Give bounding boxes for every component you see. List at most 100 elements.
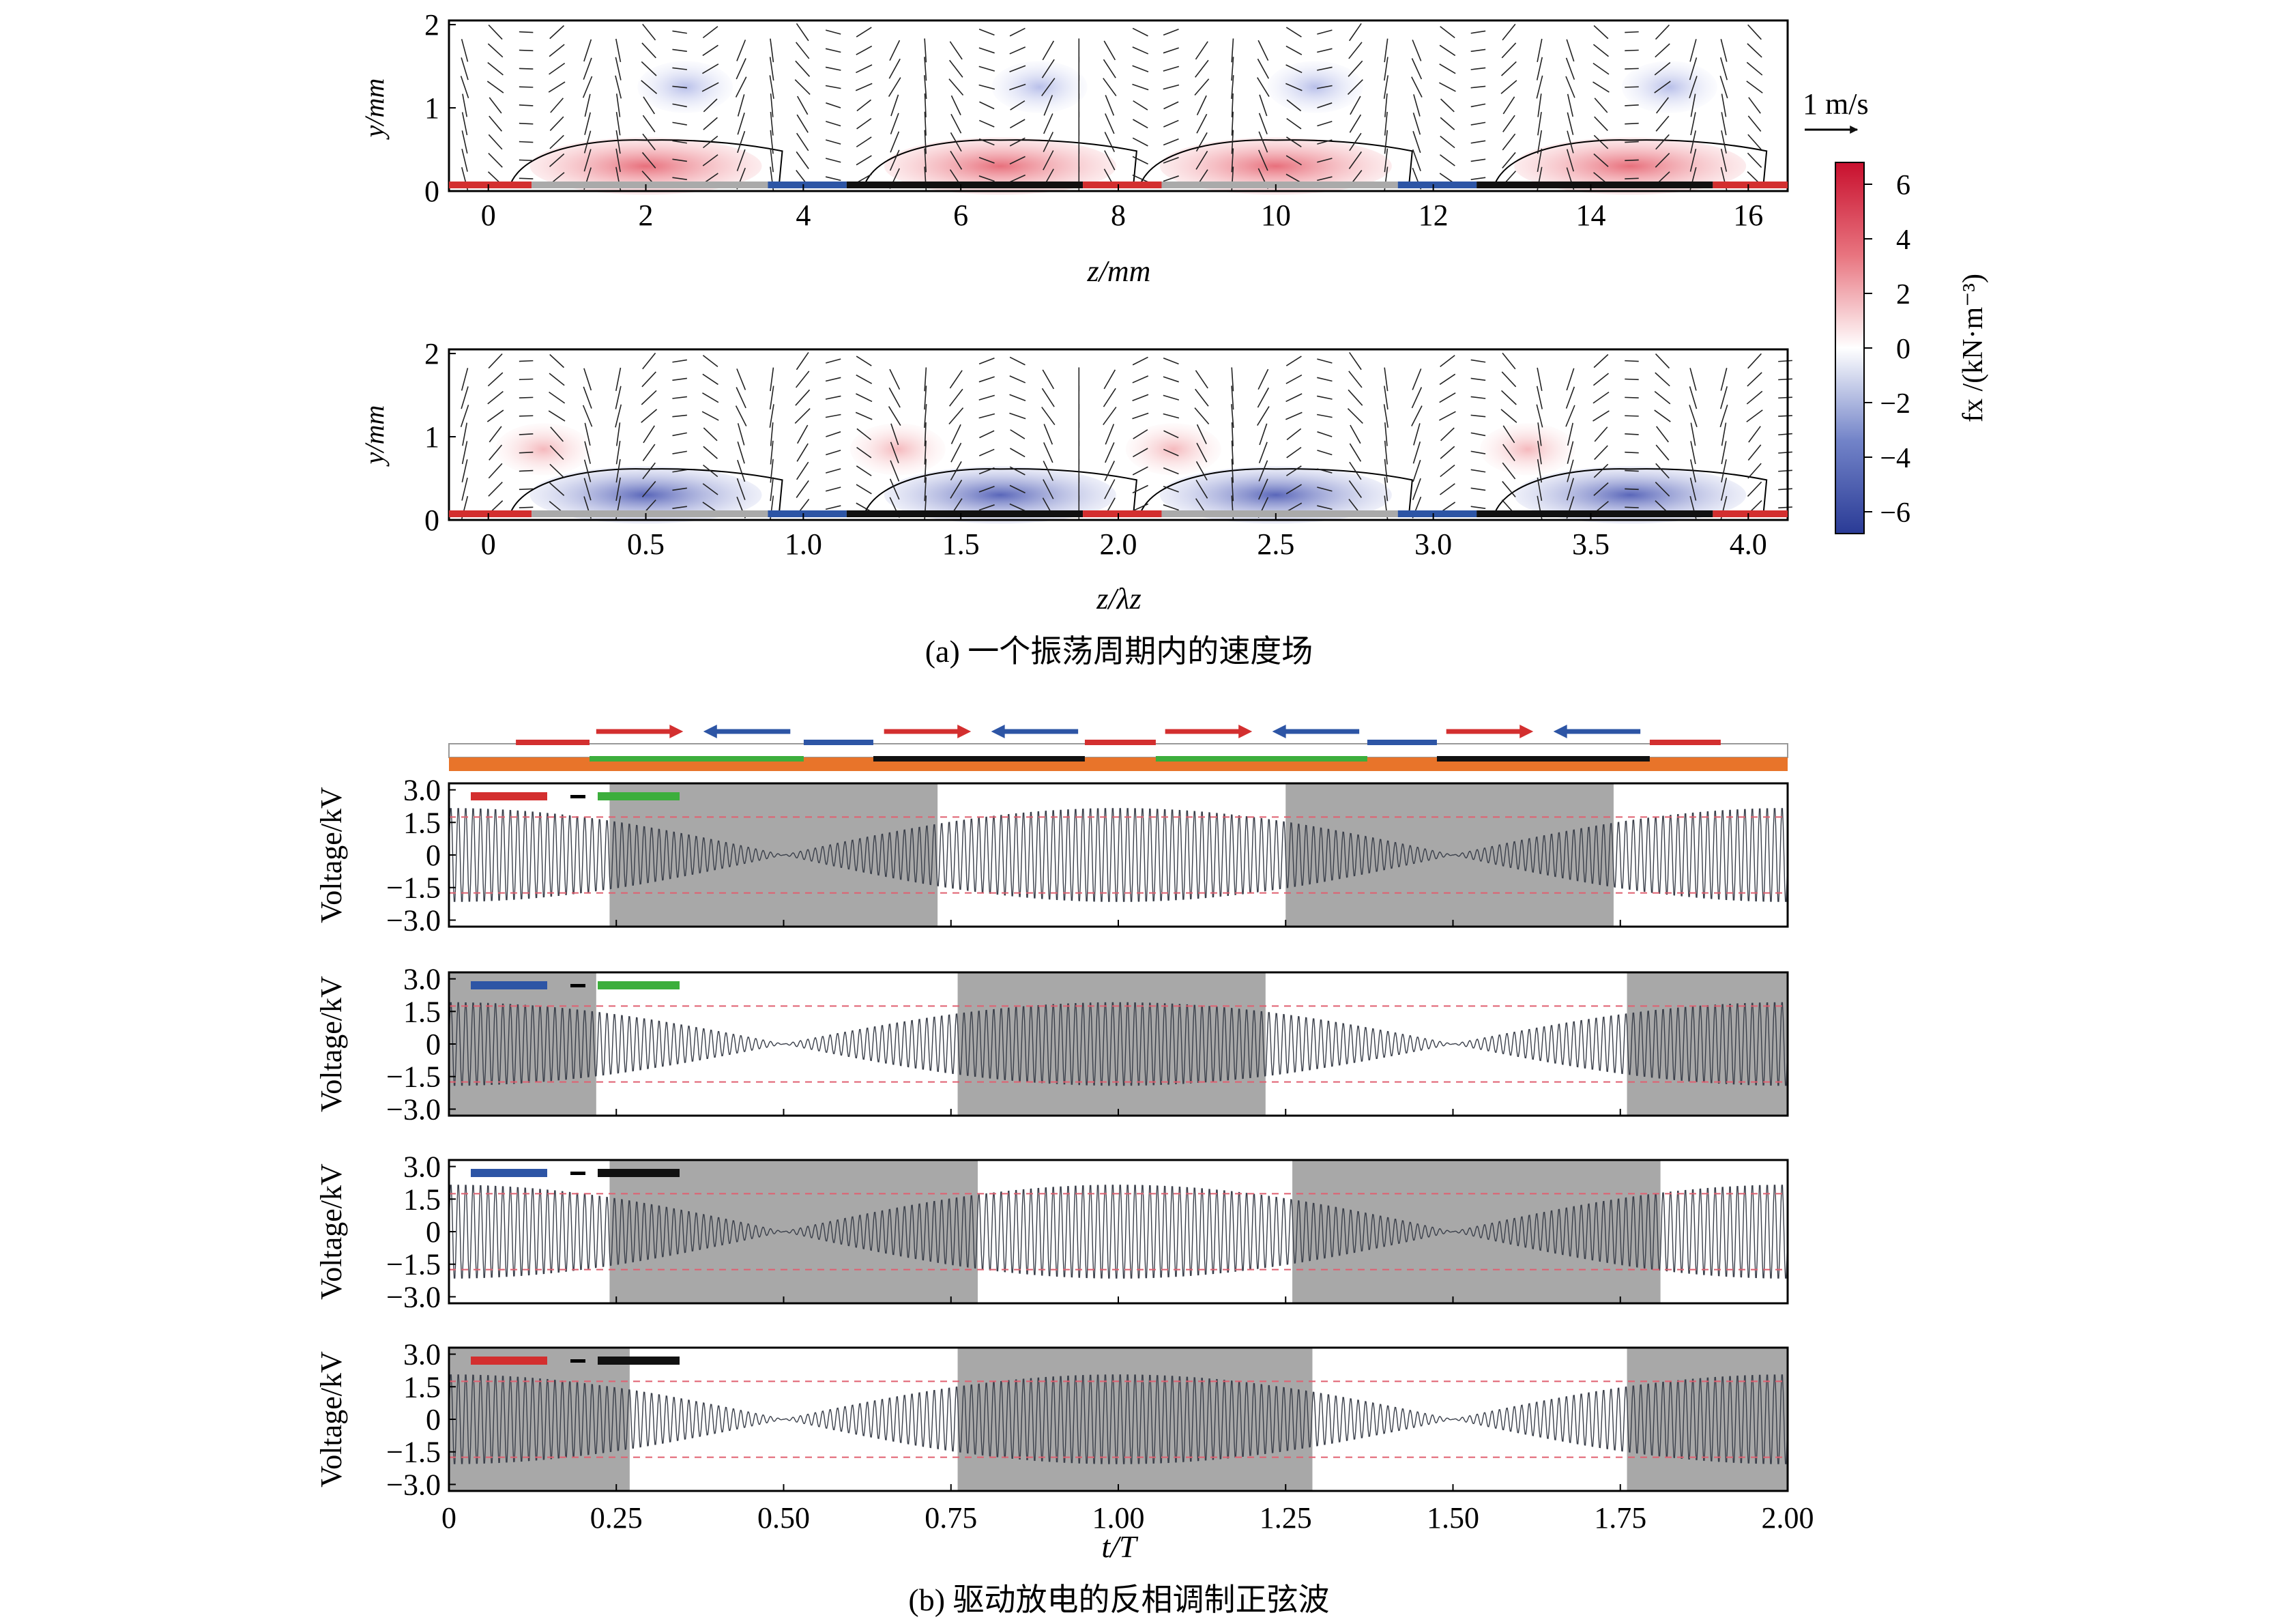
- velocity-arrow: [1440, 427, 1455, 441]
- velocity-arrow: [1625, 506, 1639, 508]
- velocity-arrow: [1231, 75, 1234, 100]
- velocity-arrow: [1439, 392, 1456, 403]
- velocity-arrow: [1231, 57, 1234, 81]
- velocity-arrow: [1285, 411, 1303, 420]
- velocity-arrow: [1009, 448, 1026, 458]
- velocity-arrow: [825, 176, 841, 182]
- velocity-arrow: [797, 424, 809, 444]
- velocity-arrow: [1720, 57, 1728, 81]
- velocity-arrow: [487, 62, 504, 76]
- velocity-arrow: [1594, 98, 1608, 113]
- shaded-interval: [957, 972, 1266, 1116]
- velocity-arrow: [1625, 104, 1639, 106]
- velocity-arrow: [948, 59, 963, 78]
- velocity-arrow: [737, 423, 745, 446]
- arrowhead-icon: [1238, 725, 1253, 738]
- arrowhead-icon: [703, 725, 717, 738]
- velocity-arrow: [672, 85, 688, 89]
- velocity-arrow: [1163, 175, 1179, 182]
- velocity-arrow: [1470, 359, 1486, 363]
- velocity-arrow: [1043, 150, 1054, 171]
- velocity-arrow: [978, 29, 995, 36]
- velocity-arrow: [1689, 478, 1697, 501]
- x-tick-label: 10: [1261, 199, 1291, 232]
- velocity-arrow: [1412, 368, 1422, 390]
- velocity-arrow: [856, 45, 873, 55]
- velocity-arrow: [1042, 369, 1055, 390]
- force-blob-weak: [637, 61, 733, 113]
- velocity-arrow: [1195, 41, 1208, 60]
- velocity-arrow: [1043, 95, 1053, 116]
- velocity-arrow: [1105, 424, 1115, 445]
- colorbar-tick-label: 2: [1896, 279, 1910, 310]
- x-tick-label: 4.0: [1730, 527, 1767, 561]
- velocity-arrow: [1565, 57, 1575, 80]
- velocity-arrow: [1719, 404, 1728, 428]
- velocity-arrow: [1384, 57, 1388, 81]
- velocity-arrow: [1163, 138, 1179, 146]
- velocity-arrow: [1132, 394, 1149, 401]
- force-blob: [1514, 137, 1747, 195]
- velocity-arrow: [1317, 468, 1333, 474]
- velocity-arrow: [672, 121, 687, 126]
- velocity-arrow: [888, 406, 901, 426]
- velocity-arrow: [1567, 93, 1574, 117]
- velocity-arrow: [737, 459, 746, 482]
- velocity-arrow: [462, 422, 468, 446]
- velocity-arrow: [1655, 353, 1670, 369]
- velocity-arrow: [978, 47, 995, 54]
- velocity-arrow: [1043, 132, 1054, 152]
- velocity-arrow: [1132, 356, 1148, 366]
- velocity-arrow: [1655, 463, 1670, 479]
- velocity-arrow: [736, 368, 746, 390]
- velocity-arrow: [796, 351, 809, 371]
- velocity-arrow: [548, 81, 566, 93]
- velocity-arrow: [1567, 441, 1574, 464]
- velocity-arrow: [584, 441, 592, 464]
- velocity-arrow: [1593, 410, 1610, 422]
- velocity-arrow: [1502, 462, 1516, 480]
- velocity-arrow: [950, 113, 962, 134]
- velocity-arrow: [1470, 432, 1486, 437]
- velocity-arrow: [1009, 137, 1026, 147]
- electrode-segment: [1397, 182, 1477, 188]
- velocity-arrow: [1625, 469, 1639, 472]
- velocity-arrow: [1009, 484, 1026, 494]
- x-axis-label-t: t/T: [1101, 1529, 1139, 1564]
- x-tick-label: 3.5: [1572, 527, 1610, 561]
- velocity-arrow: [795, 371, 810, 388]
- velocity-arrow: [702, 373, 718, 386]
- velocity-arrow: [924, 440, 927, 465]
- velocity-arrow: [1411, 387, 1423, 409]
- velocity-arrow: [1196, 95, 1207, 115]
- velocity-arrow: [583, 459, 592, 482]
- velocity-arrow: [856, 27, 872, 38]
- colorbar-tick-label: −2: [1880, 388, 1910, 420]
- velocity-arrow: [1593, 463, 1609, 478]
- velocity-arrow: [1500, 80, 1517, 94]
- velocity-arrow: [1105, 113, 1115, 134]
- velocity-arrow: [950, 132, 962, 152]
- velocity-arrow: [1349, 114, 1362, 133]
- force-contour: [508, 468, 783, 517]
- x-tick-label: 6: [953, 199, 968, 232]
- velocity-arrow: [1103, 369, 1116, 390]
- y-tick-label: 0: [424, 175, 439, 208]
- velocity-arrow: [1349, 443, 1362, 462]
- velocity-arrow: [1009, 356, 1026, 366]
- velocity-arrow: [1748, 97, 1761, 114]
- velocity-arrow: [1384, 386, 1388, 410]
- strip-electrode-top: [803, 740, 873, 745]
- velocity-arrow: [1411, 76, 1423, 98]
- y-tick-label: 1.5: [403, 1183, 441, 1216]
- velocity-arrow: [1654, 409, 1671, 422]
- velocity-arrow: [1501, 371, 1517, 388]
- electrode-segment: [1083, 510, 1162, 517]
- velocity-arrow: [1286, 446, 1302, 459]
- y-tick-label: −1.5: [386, 1060, 441, 1094]
- velocity-arrow: [1041, 388, 1055, 407]
- velocity-arrow: [489, 426, 502, 443]
- velocity-arrow: [889, 368, 901, 390]
- velocity-arrow: [1348, 23, 1362, 42]
- velocity-arrow: [856, 428, 872, 441]
